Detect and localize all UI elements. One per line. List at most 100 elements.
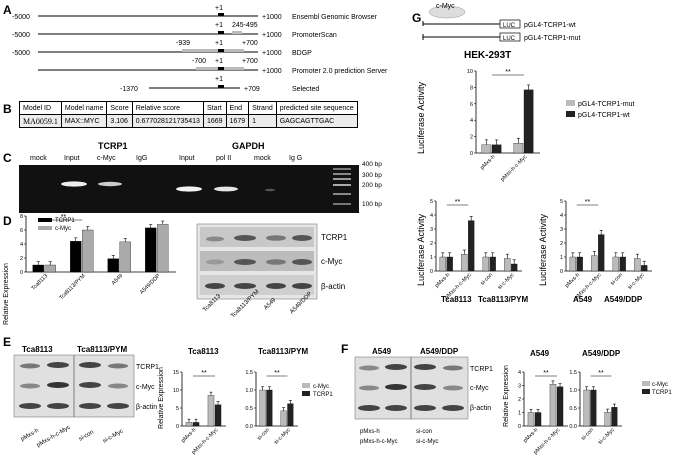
y-tick-label: 15	[173, 370, 179, 376]
bar	[119, 241, 131, 273]
y-tick-label: 1	[518, 411, 521, 417]
lane-mock2: mock	[254, 155, 271, 162]
bar	[266, 389, 273, 427]
td-strand: 1	[248, 114, 277, 128]
y-tick-label: 4	[430, 213, 433, 219]
bar	[70, 241, 82, 273]
y-tick-label: 1	[430, 255, 433, 261]
lane-cmyc: c-Myc	[97, 155, 116, 162]
y-tick-label: 2	[470, 135, 473, 141]
track3-start: -939	[176, 40, 190, 47]
bar	[527, 412, 535, 427]
panel-g: c-Myc LUC pGL4-TCRP1-wt LUC pGL4-TCRP1-m…	[416, 3, 652, 304]
sig-label: **	[274, 370, 280, 377]
bar	[549, 383, 557, 427]
construct-wt: pGL4-TCRP1-wt	[524, 22, 576, 29]
legend-f-cmyc: c-Myc	[652, 382, 668, 388]
y-tick-label: 4	[560, 213, 563, 219]
blot-f-lane-4: si-c-Myc	[416, 439, 438, 445]
panel-label-e: E	[3, 335, 11, 349]
track2-name: PromoterScan	[292, 32, 337, 39]
bar	[523, 89, 534, 154]
blot-e-row-cmyc: c-Myc	[136, 384, 155, 391]
panel-label-d: D	[3, 214, 12, 228]
track4-start: -700	[192, 58, 206, 65]
bar	[634, 258, 641, 272]
y-tick-label: 0	[20, 270, 23, 276]
gel-title-tcrp1: TCRP1	[98, 141, 128, 151]
track4-end: +700	[242, 58, 258, 65]
y-tick-label: 0.0	[245, 424, 253, 430]
chart-f2-title: A549/DDP	[582, 349, 621, 358]
blot-e-lane-4: si-c-Myc	[102, 428, 124, 444]
legend-d-tcrp1: TCRP1	[55, 218, 75, 224]
y-tick-label: 0.5	[569, 406, 577, 412]
track3-name: BDGP	[292, 50, 312, 57]
bar	[604, 412, 611, 427]
track5-tss: +1	[215, 76, 223, 83]
y-tick-label: 2	[518, 397, 521, 403]
sig-label: **	[543, 370, 549, 377]
bar	[468, 220, 475, 272]
construct-cmyc: c-Myc	[436, 3, 455, 10]
sig-label: **	[201, 370, 207, 377]
blot-f-lane-1: pMxs-h	[360, 429, 380, 435]
lane-igg: IgG	[136, 155, 147, 162]
ladder-200: 200 bp	[362, 182, 382, 189]
blot-d-row-cmyc: c-Myc	[321, 257, 342, 266]
td-score: 3.106	[106, 114, 133, 128]
chart-e1-title: Tca8113	[188, 347, 219, 356]
panel-label-a: A	[3, 3, 12, 17]
y-tick-label: 8	[20, 214, 23, 220]
panel-c-gel: TCRP1 GAPDH mock Input c-Myc IgG Input p…	[19, 141, 382, 213]
blot-d-row-tcrp1: TCRP1	[321, 233, 348, 242]
bar	[185, 422, 193, 427]
blot-e-header-1: Tca8113	[22, 345, 53, 354]
x-tick-label: pMxs-h	[434, 272, 451, 289]
th-strand: Strand	[248, 101, 277, 115]
construct-mut-luc: LUC	[503, 36, 516, 42]
y-tick-label: 2	[430, 241, 433, 247]
bar	[513, 143, 524, 154]
td-model-id: MA0059.1	[19, 114, 62, 128]
bar	[504, 258, 511, 272]
bar	[214, 404, 222, 427]
bar	[591, 255, 598, 272]
track2-right: +1000	[262, 32, 282, 39]
track2-left: -5000	[12, 32, 30, 39]
sig-label: **	[598, 370, 604, 377]
x-tick-label: si-c-Myc	[627, 272, 646, 291]
chart-f-ylabel: Relative Expression	[503, 365, 510, 427]
y-tick-label: 4	[20, 242, 23, 248]
gel-title-gapdh: GAPDH	[232, 141, 265, 151]
td-model-name: MAX::MYC	[60, 114, 108, 128]
bar	[583, 389, 590, 427]
x-tick-label: si-c-Myc	[497, 272, 516, 291]
x-tick-label: A549/DDP	[139, 273, 162, 296]
bar	[82, 229, 94, 273]
lane-pol2: pol II	[216, 155, 231, 162]
y-tick-label: 5	[176, 406, 179, 412]
y-tick-label: 0	[470, 151, 473, 157]
x-tick-label: si-c-Myc	[597, 427, 616, 446]
chart-f2: 0.0 0.5 1.0 1.5 si-con si-c-Myc **	[569, 370, 622, 446]
track3-right: +1000	[262, 50, 282, 57]
panel-label-g: G	[412, 11, 421, 25]
blot-e-header-2: Tca8113/PYM	[77, 345, 127, 354]
panel-label-b: B	[3, 102, 12, 116]
construct-mut: pGL4-TCRP1-mut	[524, 35, 580, 42]
th-end: End	[225, 101, 250, 115]
bar	[32, 264, 44, 273]
track2-tss: +1	[215, 22, 223, 29]
td-start: 1669	[202, 114, 227, 128]
bar	[446, 256, 453, 272]
blot-f-row-tcrp1: TCRP1	[470, 366, 493, 373]
x-tick-label: si-con	[256, 427, 271, 442]
chart-g3-ylabel: Luciferase Activity	[538, 213, 548, 286]
track4-name: Promoter 2.0 prediction Server	[292, 68, 388, 75]
bar	[482, 256, 489, 272]
bar	[259, 389, 266, 427]
bar	[556, 386, 564, 427]
g3-group-2: A549/DDP	[604, 295, 643, 304]
